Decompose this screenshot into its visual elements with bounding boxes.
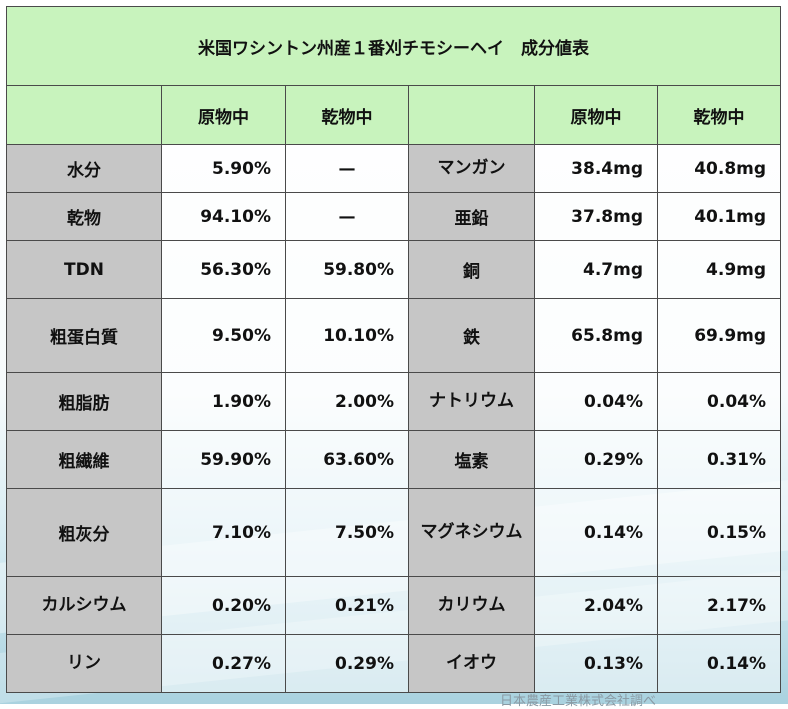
row-label: カルシウム: [6, 576, 162, 635]
row-label: マグネシウム: [408, 488, 535, 577]
table-row: 粗繊維 59.90% 63.60% 塩素 0.29% 0.31%: [6, 430, 782, 489]
row-label: TDN: [6, 240, 162, 299]
dry-value: 7.50%: [285, 488, 409, 577]
dry-value: 0.29%: [285, 634, 409, 693]
raw-value: 0.14%: [534, 488, 658, 577]
table-row: 水分 5.90% — マンガン 38.4mg 40.8mg: [6, 144, 782, 193]
row-label: リン: [6, 634, 162, 693]
source-note: 日本農産工業株式会社調べ: [500, 694, 657, 709]
header-cell: 原物中: [161, 85, 286, 145]
raw-value: 38.4mg: [534, 144, 658, 193]
table-row: 粗灰分 7.10% 7.50% マグネシウム 0.14% 0.15%: [6, 488, 782, 577]
row-label: 粗繊維: [6, 430, 162, 489]
raw-value: 2.04%: [534, 576, 658, 635]
dry-value: 40.1mg: [656, 192, 782, 241]
row-label: 亜鉛: [408, 192, 535, 241]
raw-value: 0.27%: [161, 634, 286, 693]
table-row: カルシウム 0.20% 0.21% カリウム 2.04% 2.17%: [6, 576, 782, 635]
raw-value: 9.50%: [161, 298, 286, 373]
raw-value: 59.90%: [161, 430, 286, 489]
raw-value: 7.10%: [161, 488, 286, 577]
dry-value: —: [285, 192, 409, 241]
dry-value: 10.10%: [285, 298, 409, 373]
row-label: ナトリウム: [408, 372, 535, 431]
raw-value: 0.04%: [534, 372, 658, 431]
header-cell: [408, 85, 535, 145]
raw-value: 65.8mg: [534, 298, 658, 373]
dry-value: 40.8mg: [656, 144, 782, 193]
row-label: 粗蛋白質: [6, 298, 162, 373]
dry-value: 2.17%: [656, 576, 782, 635]
raw-value: 4.7mg: [534, 240, 658, 299]
header-cell: 乾物中: [285, 85, 409, 145]
dry-value: 63.60%: [285, 430, 409, 489]
row-label: イオウ: [408, 634, 535, 693]
raw-value: 1.90%: [161, 372, 286, 431]
table-row: 粗蛋白質 9.50% 10.10% 鉄 65.8mg 69.9mg: [6, 298, 782, 373]
row-label: 乾物: [6, 192, 162, 241]
table-row: リン 0.27% 0.29% イオウ 0.13% 0.14%: [6, 634, 782, 693]
dry-value: 0.31%: [656, 430, 782, 489]
dry-value: 4.9mg: [656, 240, 782, 299]
dry-value: 2.00%: [285, 372, 409, 431]
dry-value: 69.9mg: [656, 298, 782, 373]
row-label: 粗灰分: [6, 488, 162, 577]
header-cell: [6, 85, 162, 145]
header-cell: 原物中: [534, 85, 658, 145]
dry-value: 0.04%: [656, 372, 782, 431]
dry-value: 0.15%: [656, 488, 782, 577]
nutrient-table: 米国ワシントン州産１番刈チモシーヘイ 成分値表 原物中 乾物中 原物中 乾物中 …: [5, 6, 782, 693]
row-label: 銅: [408, 240, 535, 299]
header-cell: 乾物中: [656, 85, 782, 145]
row-label: マンガン: [408, 144, 535, 193]
raw-value: 5.90%: [161, 144, 286, 193]
dry-value: —: [285, 144, 409, 193]
dry-value: 0.21%: [285, 576, 409, 635]
raw-value: 94.10%: [161, 192, 286, 241]
raw-value: 37.8mg: [534, 192, 658, 241]
dry-value: 0.14%: [656, 634, 782, 693]
row-label: 粗脂肪: [6, 372, 162, 431]
table-row: 乾物 94.10% — 亜鉛 37.8mg 40.1mg: [6, 192, 782, 241]
raw-value: 0.13%: [534, 634, 658, 693]
raw-value: 0.20%: [161, 576, 286, 635]
header-row: 原物中 乾物中 原物中 乾物中: [6, 85, 782, 145]
row-label: カリウム: [408, 576, 535, 635]
table-row: TDN 56.30% 59.80% 銅 4.7mg 4.9mg: [6, 240, 782, 299]
dry-value: 59.80%: [285, 240, 409, 299]
raw-value: 0.29%: [534, 430, 658, 489]
row-label: 水分: [6, 144, 162, 193]
row-label: 鉄: [408, 298, 535, 373]
row-label: 塩素: [408, 430, 535, 489]
raw-value: 56.30%: [161, 240, 286, 299]
table-row: 粗脂肪 1.90% 2.00% ナトリウム 0.04% 0.04%: [6, 372, 782, 431]
table-title: 米国ワシントン州産１番刈チモシーヘイ 成分値表: [5, 6, 782, 86]
